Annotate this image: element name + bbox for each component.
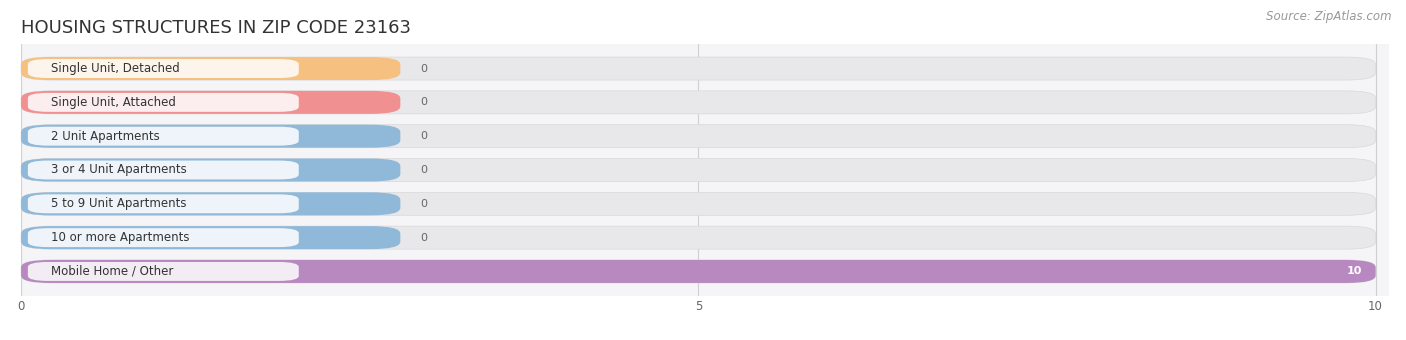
FancyBboxPatch shape [21, 158, 401, 182]
Text: 10: 10 [1347, 267, 1362, 276]
Text: 0: 0 [420, 233, 427, 243]
FancyBboxPatch shape [21, 192, 401, 215]
FancyBboxPatch shape [28, 93, 298, 112]
FancyBboxPatch shape [21, 192, 1375, 215]
FancyBboxPatch shape [21, 91, 1375, 114]
FancyBboxPatch shape [28, 59, 298, 78]
Text: Single Unit, Detached: Single Unit, Detached [51, 62, 180, 75]
Text: 5 to 9 Unit Apartments: 5 to 9 Unit Apartments [51, 197, 187, 210]
Text: 10 or more Apartments: 10 or more Apartments [51, 231, 190, 244]
Text: HOUSING STRUCTURES IN ZIP CODE 23163: HOUSING STRUCTURES IN ZIP CODE 23163 [21, 19, 411, 37]
FancyBboxPatch shape [21, 158, 1375, 182]
Text: 3 or 4 Unit Apartments: 3 or 4 Unit Apartments [51, 164, 187, 176]
FancyBboxPatch shape [21, 226, 401, 249]
Text: 0: 0 [420, 97, 427, 107]
FancyBboxPatch shape [21, 125, 401, 148]
Text: 0: 0 [420, 64, 427, 73]
FancyBboxPatch shape [21, 57, 1375, 80]
Text: Mobile Home / Other: Mobile Home / Other [51, 265, 173, 278]
Text: 0: 0 [420, 165, 427, 175]
FancyBboxPatch shape [21, 226, 1375, 249]
FancyBboxPatch shape [21, 125, 1375, 148]
FancyBboxPatch shape [28, 228, 298, 247]
FancyBboxPatch shape [28, 262, 298, 281]
Text: 0: 0 [420, 131, 427, 141]
FancyBboxPatch shape [28, 160, 298, 180]
FancyBboxPatch shape [21, 260, 1375, 283]
FancyBboxPatch shape [21, 57, 401, 80]
FancyBboxPatch shape [21, 260, 1375, 283]
FancyBboxPatch shape [21, 91, 401, 114]
Text: Single Unit, Attached: Single Unit, Attached [51, 96, 176, 109]
FancyBboxPatch shape [28, 127, 298, 146]
Text: 0: 0 [420, 199, 427, 209]
Text: Source: ZipAtlas.com: Source: ZipAtlas.com [1267, 10, 1392, 23]
FancyBboxPatch shape [28, 194, 298, 213]
Text: 2 Unit Apartments: 2 Unit Apartments [51, 130, 160, 143]
